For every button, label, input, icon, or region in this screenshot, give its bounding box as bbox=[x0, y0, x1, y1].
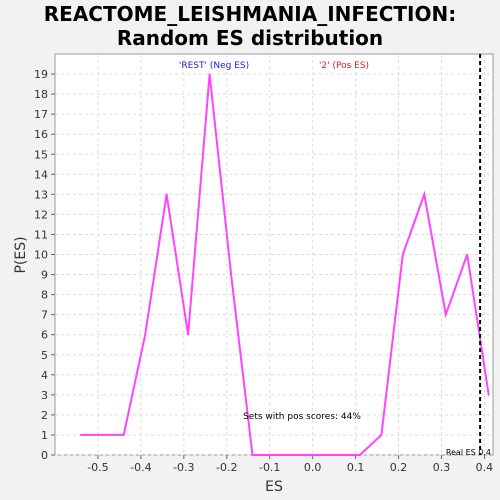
x-tick-label: -0.1 bbox=[259, 461, 280, 474]
data-point bbox=[466, 253, 469, 256]
x-tick-label: -0.4 bbox=[130, 461, 151, 474]
chart-title-line2: Random ES distribution bbox=[116, 26, 384, 50]
data-point bbox=[230, 273, 232, 276]
x-tick-label: -0.3 bbox=[173, 461, 194, 474]
real-es-label: Real ES 0.4 bbox=[446, 448, 491, 457]
data-point bbox=[423, 193, 426, 196]
data-point bbox=[208, 73, 211, 75]
data-point bbox=[144, 333, 146, 336]
y-tick-label: 7 bbox=[41, 309, 48, 322]
data-point bbox=[294, 454, 297, 456]
neg-es-label: 'REST' (Neg ES) bbox=[179, 61, 249, 71]
y-axis-label: P(ES) bbox=[13, 236, 29, 273]
grid bbox=[55, 54, 493, 456]
y-tick-label: 14 bbox=[34, 168, 48, 181]
y-tick-label: 18 bbox=[34, 88, 48, 101]
x-tick-label: -0.5 bbox=[87, 461, 108, 474]
y-tick-label: 10 bbox=[34, 249, 48, 262]
x-axis-label: ES bbox=[265, 479, 283, 495]
chart-title-line1: REACTOME_LEISHMANIA_INFECTION: bbox=[43, 2, 457, 26]
data-point bbox=[165, 193, 168, 196]
y-tick-label: 3 bbox=[41, 389, 48, 402]
x-tick-label: 0.1 bbox=[347, 461, 365, 474]
y-tick-label: 19 bbox=[34, 68, 48, 81]
y-tick-label: 17 bbox=[34, 108, 48, 121]
data-point bbox=[380, 434, 383, 436]
pos-scores-text: Sets with pos scores: 44% bbox=[243, 412, 361, 422]
y-tick-label: 5 bbox=[41, 349, 48, 362]
y-tick-label: 11 bbox=[34, 228, 48, 241]
x-tick-label: 0.0 bbox=[304, 461, 322, 474]
x-tick-label: 0.3 bbox=[433, 461, 451, 474]
data-point bbox=[444, 313, 447, 316]
data-point bbox=[251, 454, 254, 456]
data-point bbox=[337, 454, 340, 456]
data-point bbox=[273, 454, 275, 456]
pos-es-label: '2' (Pos ES) bbox=[319, 61, 369, 71]
y-tick-label: 15 bbox=[34, 148, 48, 161]
data-point bbox=[359, 454, 361, 456]
y-tick-label: 6 bbox=[41, 329, 48, 342]
y-tick-label: 1 bbox=[41, 429, 48, 442]
data-point bbox=[79, 434, 82, 436]
data-point bbox=[402, 253, 404, 256]
y-tick-label: 8 bbox=[41, 289, 48, 302]
y-tick-label: 12 bbox=[34, 208, 48, 221]
x-tick-label: 0.2 bbox=[390, 461, 408, 474]
y-tick-label: 4 bbox=[41, 369, 48, 382]
x-tick-label: -0.2 bbox=[216, 461, 237, 474]
x-tick-label: 0.4 bbox=[476, 461, 494, 474]
data-point bbox=[316, 454, 318, 456]
data-point bbox=[122, 434, 125, 436]
y-tick-label: 9 bbox=[41, 269, 48, 282]
y-tick-label: 16 bbox=[34, 128, 48, 141]
y-tick-label: 0 bbox=[41, 449, 48, 462]
data-point bbox=[487, 394, 490, 396]
y-tick-label: 2 bbox=[41, 409, 48, 422]
y-tick-label: 13 bbox=[34, 188, 48, 201]
x-axis-ticks: -0.5 -0.4 -0.3 -0.2 -0.1 0.0 0.1 0.2 0.3 0.4 bbox=[87, 455, 493, 474]
data-point bbox=[187, 333, 189, 336]
